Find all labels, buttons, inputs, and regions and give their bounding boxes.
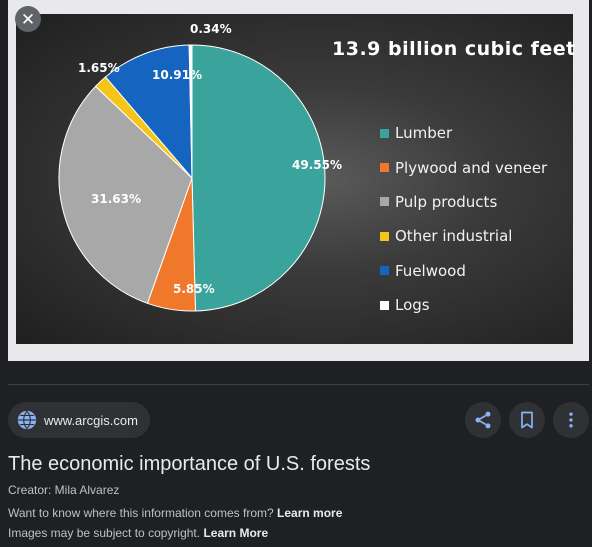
legend-item-logs: Logs — [380, 288, 547, 322]
save-button[interactable] — [509, 402, 545, 438]
close-button[interactable]: ✕ — [15, 6, 41, 32]
legend-item-lumber: Lumber — [380, 116, 547, 150]
data-label-lumber: 49.55% — [292, 158, 342, 172]
legend-label: Lumber — [395, 124, 453, 143]
copyright-text: Images may be subject to copyright. — [8, 526, 201, 540]
learn-more-link[interactable]: Learn more — [277, 506, 343, 520]
data-label-other-industrial: 1.65% — [78, 61, 120, 75]
globe-icon — [17, 410, 37, 430]
bookmark-icon — [521, 411, 533, 429]
more-options-button[interactable] — [553, 402, 589, 438]
pie-chart-svg: 49.55% 5.85% 31.63% 1.65% 10.91% 0.34% — [58, 22, 342, 312]
info-question: Want to know where this information come… — [8, 506, 274, 520]
legend-label: Pulp products — [395, 192, 498, 211]
more-vert-icon — [569, 412, 573, 428]
data-label-pulp-products: 31.63% — [91, 192, 141, 206]
legend-swatch — [380, 163, 389, 173]
result-title[interactable]: The economic importance of U.S. forests — [8, 453, 371, 475]
pie-slice-lumber — [191, 44, 326, 312]
copyright-line: Images may be subject to copyright. Lear… — [8, 526, 268, 540]
pie-chart: 49.55% 5.85% 31.63% 1.65% 10.91% 0.34% 13.9 b… — [16, 14, 576, 344]
legend-swatch — [380, 231, 389, 241]
legend-label: Plywood and veneer — [395, 158, 548, 177]
creator-text: Creator: Mila Alvarez — [8, 483, 120, 497]
divider — [8, 384, 589, 385]
copyright-learn-more-link[interactable]: Learn More — [203, 526, 269, 540]
legend-label: Logs — [395, 296, 430, 315]
info-line: Want to know where this information come… — [8, 506, 342, 520]
legend-swatch — [380, 300, 389, 310]
pie-slice-fuelwood — [104, 44, 193, 180]
share-icon — [475, 411, 491, 429]
legend-swatch — [380, 128, 389, 138]
legend-label: Fuelwood — [395, 261, 466, 280]
source-link[interactable]: www.arcgis.com — [8, 402, 150, 438]
pie-slice-logs — [188, 44, 193, 179]
data-label-logs: 0.34% — [190, 22, 232, 36]
close-icon: ✕ — [20, 9, 36, 29]
legend-item-other-industrial: Other industrial — [380, 219, 547, 253]
legend-swatch — [380, 197, 389, 207]
legend-swatch — [380, 266, 389, 276]
data-label-plywood-and-veneer: 5.85% — [173, 282, 215, 296]
source-domain: www.arcgis.com — [44, 412, 138, 428]
chart-title: 13.9 billion cubic feet — [332, 38, 576, 60]
legend-item-pulp-products: Pulp products — [380, 185, 547, 219]
legend-item-fuelwood: Fuelwood — [380, 254, 547, 288]
data-label-fuelwood: 10.91% — [152, 68, 202, 82]
pie-slice-pulp-products — [58, 85, 193, 304]
share-button[interactable] — [465, 402, 501, 438]
legend-label: Other industrial — [395, 227, 513, 246]
legend-item-plywood-and-veneer: Plywood and veneer — [380, 150, 547, 184]
chart-legend: Lumber Plywood and veneer Pulp products Oth… — [380, 116, 547, 322]
